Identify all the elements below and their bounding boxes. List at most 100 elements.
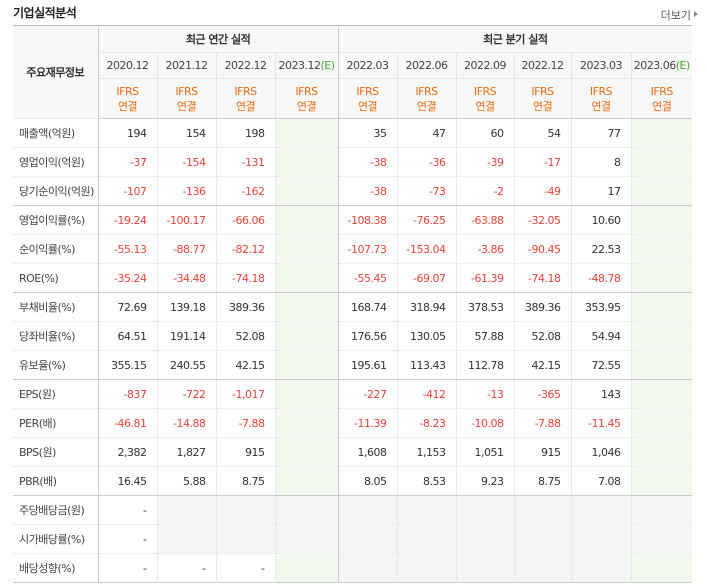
value-cell xyxy=(274,205,339,235)
basis: IFRS xyxy=(531,84,554,98)
period: 2023.06 xyxy=(633,59,677,72)
row-label: 배당성향(%) xyxy=(13,553,99,583)
value-cell xyxy=(274,234,339,264)
period: 2022.09 xyxy=(464,59,507,72)
period: 2023.03 xyxy=(580,59,623,72)
data-row: 영업이익(억원) -37 -154 -131 -38 -36 -39 -17 8 xyxy=(13,147,693,177)
label-header: 주요재무정보 xyxy=(13,25,99,119)
row-label: 순이익률(%) xyxy=(13,234,99,264)
value-cell xyxy=(274,118,339,148)
value-cell xyxy=(630,176,693,206)
value-cell: 42.15 xyxy=(215,350,275,380)
value-cell: 22.53 xyxy=(570,234,632,264)
value-cell: -154 xyxy=(156,147,216,177)
value-cell xyxy=(570,553,632,583)
value-cell xyxy=(274,321,339,351)
more-link[interactable]: 더보기 xyxy=(660,9,691,22)
data-row: 매출액(억원) 194 154 198 35 47 60 54 77 xyxy=(13,118,693,148)
value-cell: 2,382 xyxy=(97,437,157,467)
estimate-mark: (E) xyxy=(320,59,335,72)
basis: 연결 xyxy=(532,99,553,113)
value-cell: -11.39 xyxy=(337,408,398,438)
value-cell: 240.55 xyxy=(156,350,216,380)
basis: IFRS xyxy=(356,84,379,98)
basis-header: IFRS 연결 xyxy=(396,78,457,119)
data-row: 배당성향(%) - - - xyxy=(13,553,693,583)
value-cell xyxy=(337,495,398,525)
value-cell: 154 xyxy=(156,118,216,148)
value-cell: 72.69 xyxy=(97,292,157,322)
value-cell: 355.15 xyxy=(97,350,157,380)
row-label: 영업이익률(%) xyxy=(13,205,99,235)
value-cell xyxy=(156,495,216,525)
value-cell: 8.75 xyxy=(215,466,275,496)
value-cell xyxy=(274,466,339,496)
value-cell: 1,046 xyxy=(570,437,632,467)
value-cell: 378.53 xyxy=(455,292,515,322)
basis-header: IFRS 연결 xyxy=(513,78,572,119)
value-cell xyxy=(156,524,216,554)
period: 2022.12 xyxy=(224,59,268,72)
data-row: EPS(원) -837 -722 -1,017 -227 -412 -13 -365 143 xyxy=(13,379,693,409)
value-cell xyxy=(455,495,515,525)
value-cell: - xyxy=(97,553,157,583)
value-cell: 35 xyxy=(337,118,398,148)
value-cell: 9.23 xyxy=(455,466,515,496)
value-cell: -82.12 xyxy=(215,234,275,264)
value-cell xyxy=(274,379,339,409)
value-cell: -61.39 xyxy=(455,263,515,293)
row-label: 당기순이익(억원) xyxy=(13,176,99,206)
basis-header: IFRS 연결 xyxy=(630,78,693,119)
value-cell: 318.94 xyxy=(396,292,457,322)
value-cell: -63.88 xyxy=(455,205,515,235)
value-cell: - xyxy=(156,553,216,583)
value-cell: 1,051 xyxy=(455,437,515,467)
value-cell: 113.43 xyxy=(396,350,457,380)
value-cell xyxy=(274,147,339,177)
value-cell: 64.51 xyxy=(97,321,157,351)
value-cell xyxy=(274,553,339,583)
value-cell: - xyxy=(215,553,275,583)
row-label: 영업이익(억원) xyxy=(13,147,99,177)
data-row: 영업이익률(%) -19.24 -100.17 -66.06 -108.38 -76.25… xyxy=(13,205,693,235)
value-cell: 8.05 xyxy=(337,466,398,496)
basis: 연결 xyxy=(296,99,317,113)
basis-header: IFRS 연결 xyxy=(156,78,216,119)
value-cell: -8.23 xyxy=(396,408,457,438)
value-cell: -35.24 xyxy=(97,263,157,293)
value-cell: 54.94 xyxy=(570,321,632,351)
value-cell xyxy=(630,292,693,322)
more-arrow[interactable] xyxy=(694,11,698,17)
group-header: 최근 분기 실적 xyxy=(337,25,693,53)
basis: IFRS xyxy=(116,84,139,98)
header-row: IFRS 연결 IFRS 연결 IFRS 연결 IFRS 연결 IFRS 연결 IFRS 연결 IFRS… xyxy=(13,78,693,119)
value-cell: 176.56 xyxy=(337,321,398,351)
header-row: 주요재무정보 최근 연간 실적 최근 분기 실적 xyxy=(13,25,693,119)
value-cell: 7.08 xyxy=(570,466,632,496)
value-cell: 52.08 xyxy=(215,321,275,351)
value-cell: 1,153 xyxy=(396,437,457,467)
value-cell xyxy=(570,524,632,554)
value-cell: -13 xyxy=(455,379,515,409)
basis: IFRS xyxy=(295,84,318,98)
value-cell: -37 xyxy=(97,147,157,177)
value-cell xyxy=(630,350,693,380)
value-cell: 8.53 xyxy=(396,466,457,496)
value-cell xyxy=(630,553,693,583)
value-cell xyxy=(630,205,693,235)
value-cell: -162 xyxy=(215,176,275,206)
value-cell: 389.36 xyxy=(513,292,572,322)
period: 2022.03 xyxy=(346,59,390,72)
value-cell xyxy=(274,263,339,293)
basis: 연결 xyxy=(416,99,437,113)
value-cell: -90.45 xyxy=(513,234,572,264)
value-cell: -73 xyxy=(396,176,457,206)
value-cell: -66.06 xyxy=(215,205,275,235)
data-row: 당좌비율(%) 64.51 191.14 52.08 176.56 130.05 57.88… xyxy=(13,321,693,351)
period-header: 2023.03 xyxy=(570,52,632,79)
value-cell: -1,017 xyxy=(215,379,275,409)
value-cell xyxy=(630,408,693,438)
basis: 연결 xyxy=(117,99,138,113)
value-cell: 112.78 xyxy=(455,350,515,380)
value-cell: -48.78 xyxy=(570,263,632,293)
